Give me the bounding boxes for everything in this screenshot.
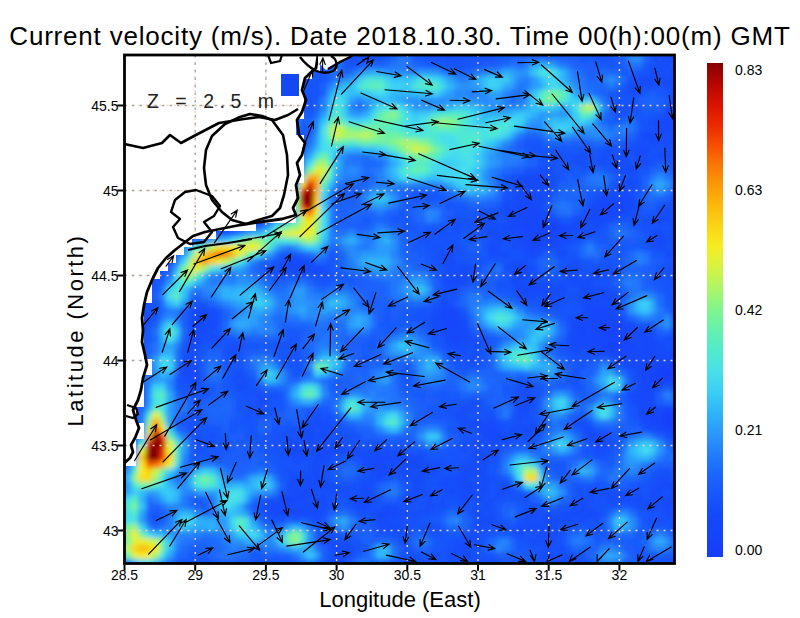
svg-text:43: 43 xyxy=(103,523,119,539)
svg-text:45.5: 45.5 xyxy=(91,98,118,114)
svg-text:Longitude (East): Longitude (East) xyxy=(319,587,480,612)
svg-text:31: 31 xyxy=(470,567,486,583)
svg-text:Latitude (North): Latitude (North) xyxy=(63,234,88,427)
svg-text:44.5: 44.5 xyxy=(91,268,118,284)
svg-text:30: 30 xyxy=(329,567,345,583)
svg-text:32: 32 xyxy=(612,567,628,583)
svg-text:Current velocity (m/s). Date 2: Current velocity (m/s). Date 2018.10.30.… xyxy=(9,21,790,51)
svg-text:31.5: 31.5 xyxy=(535,567,562,583)
svg-text:30.5: 30.5 xyxy=(394,567,421,583)
svg-text:43.5: 43.5 xyxy=(91,438,118,454)
svg-text:29.5: 29.5 xyxy=(252,567,279,583)
svg-text:0.00: 0.00 xyxy=(735,542,762,558)
svg-text:0.83: 0.83 xyxy=(735,62,762,78)
svg-text:Z = 2.5 m: Z = 2.5 m xyxy=(147,90,279,112)
svg-text:44: 44 xyxy=(103,353,119,369)
svg-text:29: 29 xyxy=(187,567,203,583)
svg-text:0.42: 0.42 xyxy=(735,302,762,318)
svg-text:45: 45 xyxy=(103,183,119,199)
svg-text:28.5: 28.5 xyxy=(111,567,138,583)
svg-text:0.63: 0.63 xyxy=(735,182,762,198)
svg-text:0.21: 0.21 xyxy=(735,422,762,438)
